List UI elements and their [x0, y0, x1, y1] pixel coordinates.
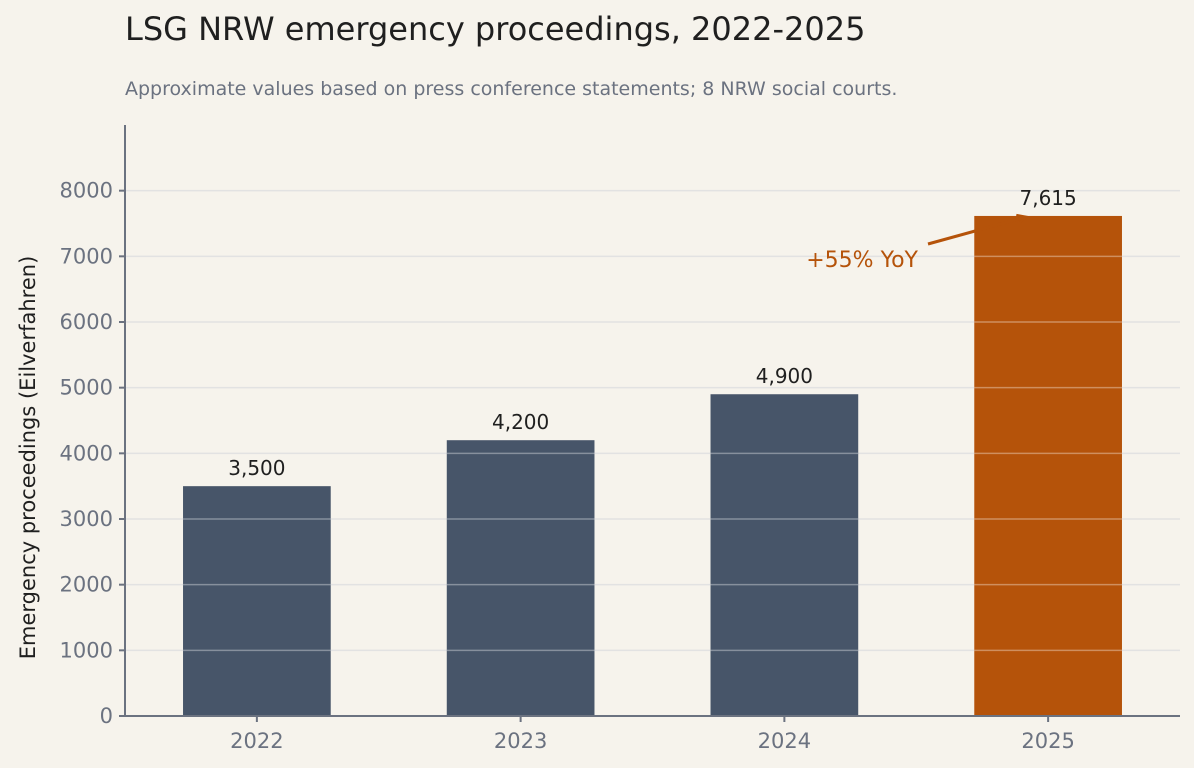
bar-2024 — [710, 394, 859, 716]
bar-2023 — [446, 440, 595, 716]
gridlines-over-bars — [183, 255, 1122, 652]
bars — [183, 215, 1122, 716]
value-label: 3,500 — [228, 456, 285, 480]
y-tick-label: 8000 — [60, 179, 113, 203]
bar-2022 — [183, 486, 331, 716]
y-tick-label: 5000 — [60, 376, 113, 400]
chart-subtitle: Approximate values based on press confer… — [125, 78, 898, 100]
y-tick-label: 1000 — [60, 638, 113, 662]
axes: 0 1000 2000 3000 4000 5000 6000 7000 8000 2022 202… — [16, 125, 1180, 753]
value-labels: 3,500 4,200 4,900 7,615 — [228, 186, 1077, 480]
bar-2025 — [974, 215, 1122, 716]
y-tick-label: 0 — [100, 704, 113, 728]
y-tick-label: 2000 — [60, 573, 113, 597]
y-tick-label: 7000 — [60, 244, 113, 268]
annotation-arrowhead — [1016, 213, 1029, 225]
x-tick-label: 2023 — [494, 729, 547, 753]
y-tick-label: 6000 — [60, 310, 113, 334]
annotation-label: +55% YoY — [806, 248, 918, 273]
annotation: +55% YoY — [806, 213, 1029, 273]
y-tick-label: 3000 — [60, 507, 113, 531]
value-label: 7,615 — [1019, 186, 1076, 210]
y-tick-label: 4000 — [60, 441, 113, 465]
annotation-arrow — [927, 215, 1027, 246]
x-tick-label: 2024 — [758, 729, 811, 753]
chart-title: LSG NRW emergency proceedings, 2022-2025 — [125, 10, 866, 48]
value-label: 4,900 — [756, 364, 813, 388]
x-tick-label: 2022 — [230, 729, 283, 753]
x-tick-label: 2025 — [1021, 729, 1074, 753]
value-label: 4,200 — [492, 410, 549, 434]
y-axis-label: Emergency proceedings (Eilverfahren) — [16, 256, 40, 660]
